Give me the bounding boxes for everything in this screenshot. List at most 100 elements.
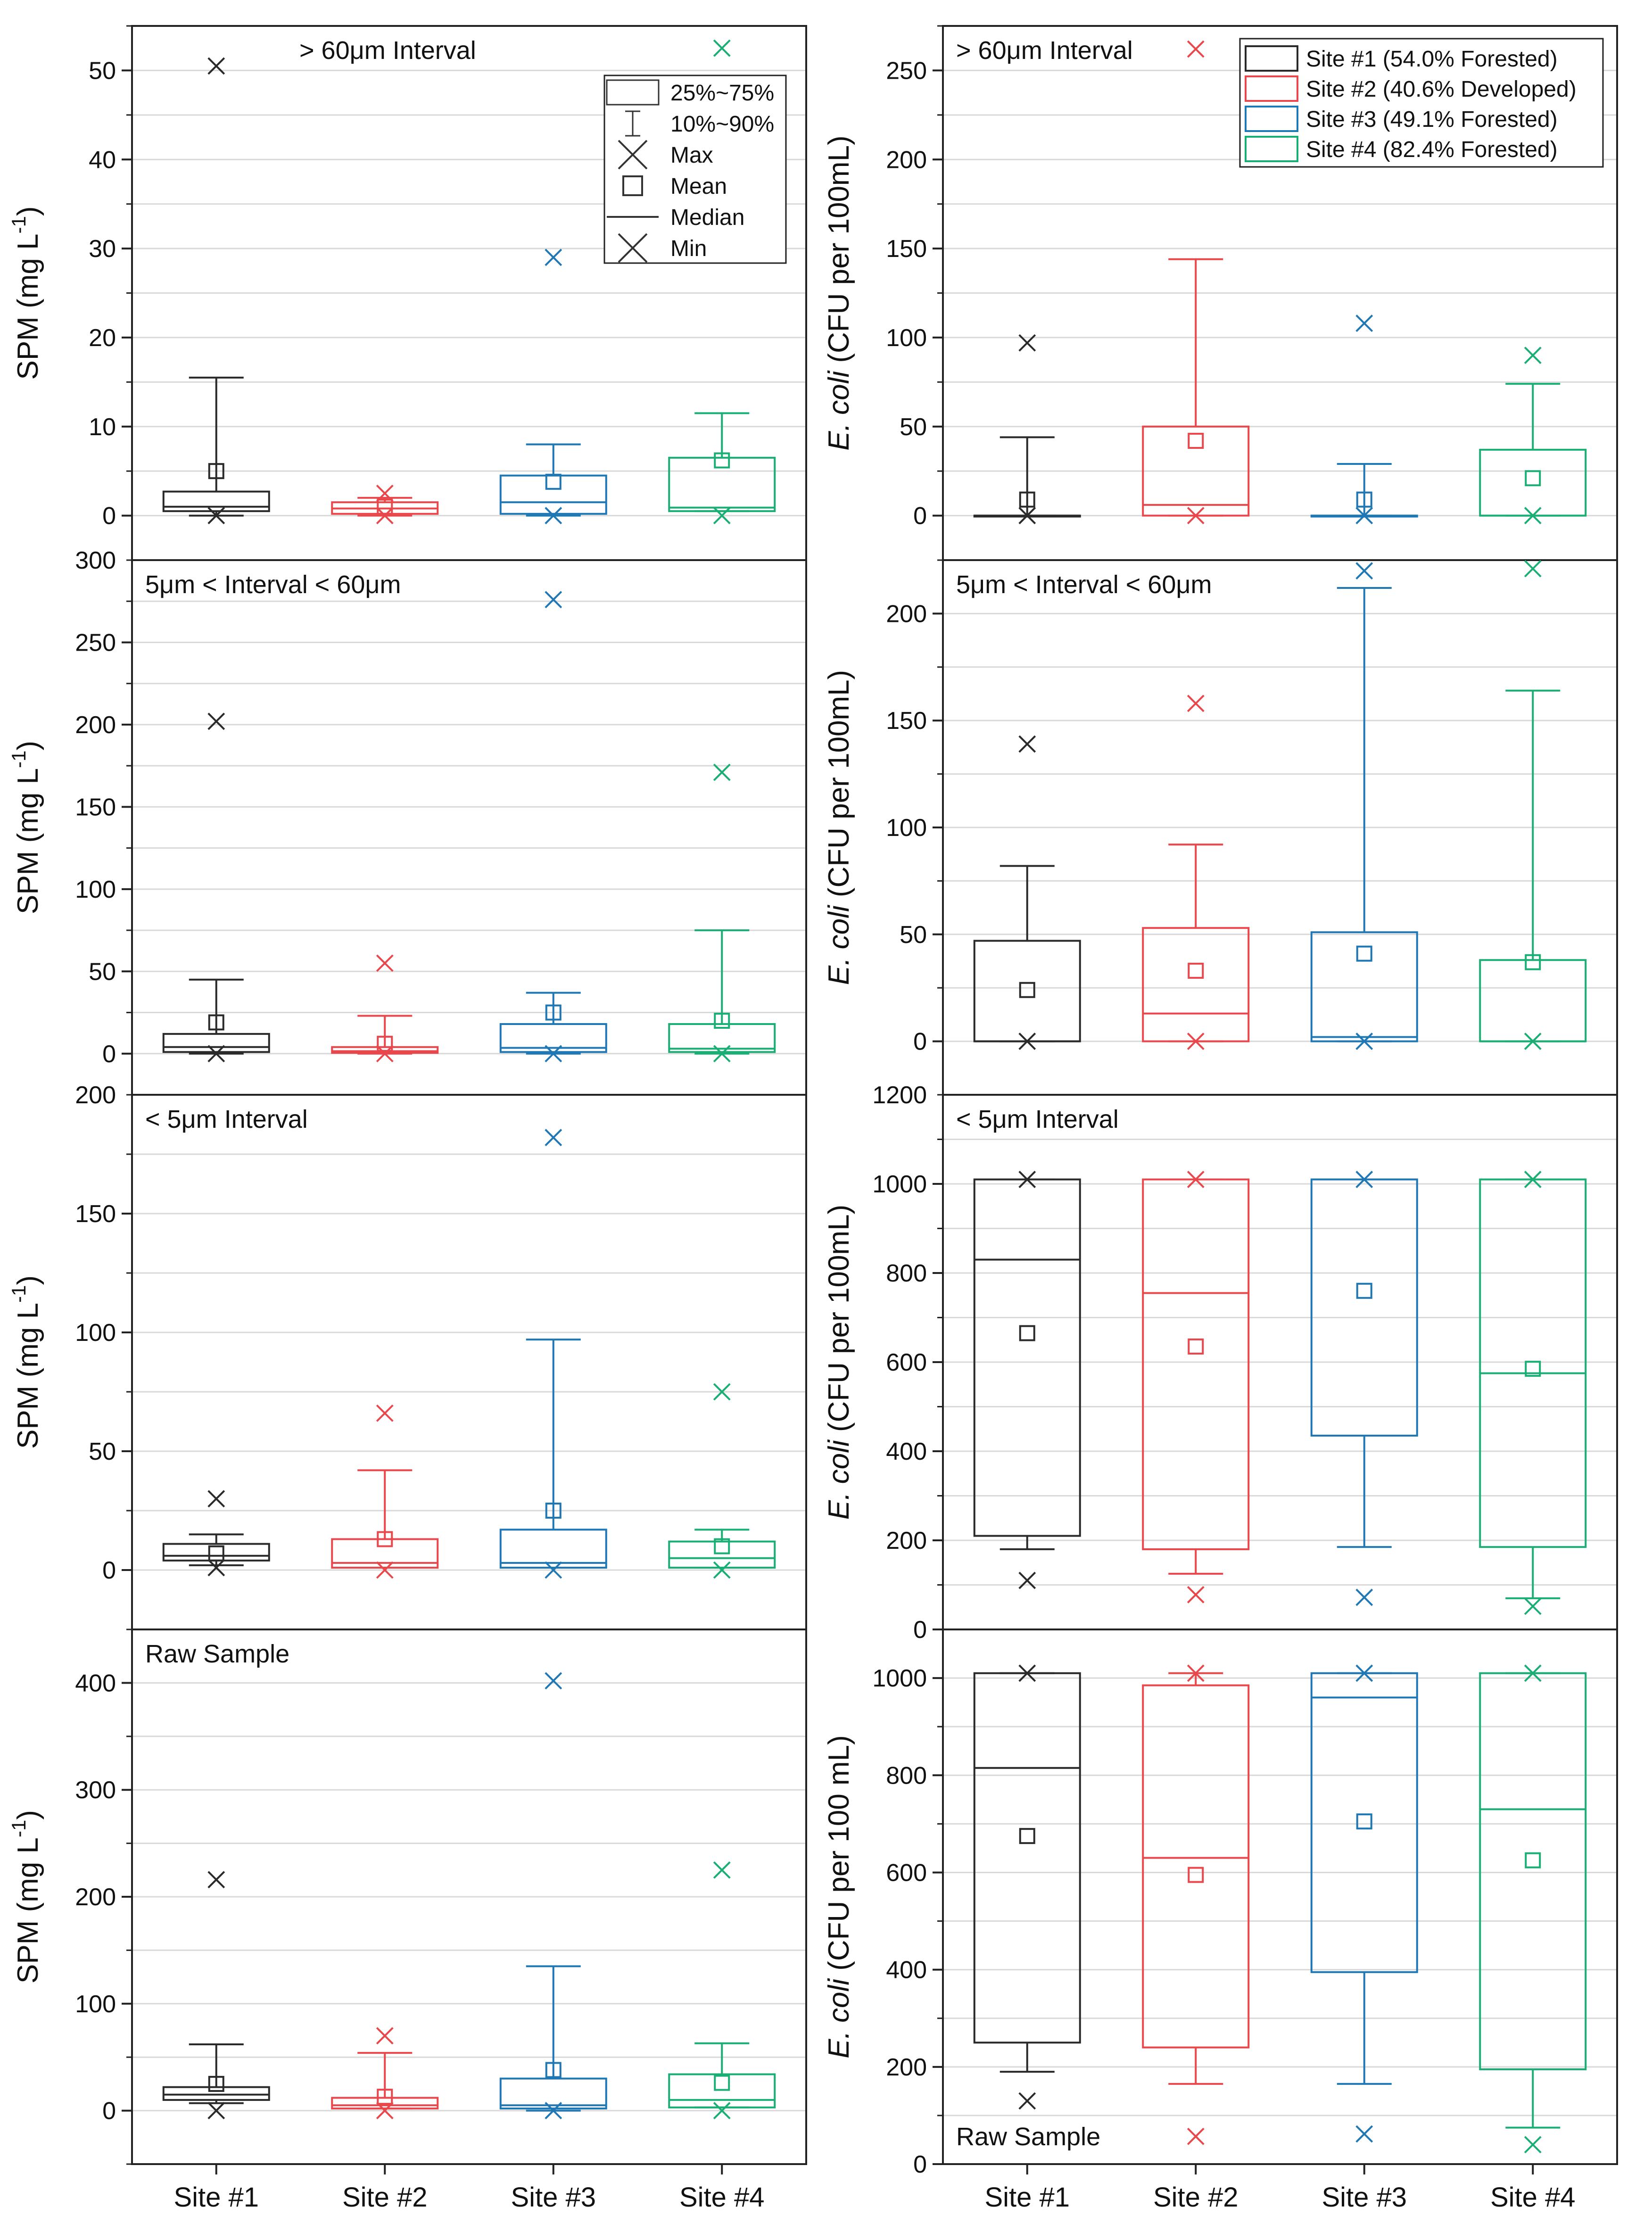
box-site-1	[973, 1171, 1081, 1589]
max-marker-stroke	[713, 1861, 731, 1879]
max-marker-stroke	[376, 2027, 394, 2045]
iqr-box	[973, 1178, 1081, 1537]
max-marker	[207, 712, 225, 730]
mean-marker	[714, 2075, 730, 2091]
y-axis-label-sup: -1	[8, 1820, 30, 1837]
legend-stats-frame	[603, 74, 787, 264]
y-axis-label-prefix: SPM (mg L	[12, 1303, 44, 1449]
y-tick-label: 150	[75, 1200, 116, 1228]
iqr-box	[1142, 927, 1250, 1042]
box-site-3	[499, 591, 607, 1063]
mean-marker	[208, 463, 224, 479]
y-tick-label: 200	[75, 711, 116, 739]
min-marker	[207, 1045, 225, 1063]
min-marker	[1018, 2092, 1036, 2110]
legend-stats-label: 25%~75%	[670, 81, 774, 106]
iqr-box	[331, 1538, 439, 1569]
max-marker-stroke	[713, 39, 731, 57]
min-marker-stroke	[545, 1561, 562, 1579]
max-marker	[713, 39, 731, 57]
site-swatch-icon	[1245, 75, 1298, 102]
min-marker-stroke	[376, 1561, 394, 1579]
panel-title: 5μm < Interval < 60μm	[956, 570, 1212, 599]
legend-stats-item: Min	[618, 233, 707, 263]
y-axis-label: E. coli (CFU per 100 mL)	[823, 1735, 855, 2058]
mean-marker	[545, 1004, 562, 1021]
x-tick-label: Site #2	[342, 2182, 428, 2213]
iqr-box	[499, 1529, 607, 1569]
mean-marker	[1019, 491, 1035, 508]
y-tick-label: 250	[886, 57, 927, 84]
legend-stats-label: Min	[670, 236, 707, 261]
y-tick-label: 0	[913, 503, 927, 530]
box-site-4	[1479, 347, 1587, 524]
legend-sites-item: Site #2 (40.6% Developed)	[1245, 75, 1577, 102]
max-marker-stroke	[1355, 562, 1373, 580]
legend-stats-item: 25%~75%	[606, 79, 774, 106]
min-marker	[545, 1561, 562, 1579]
plot-frame	[131, 1094, 807, 1630]
legend-sites-label: Site #3 (49.1% Forested)	[1306, 107, 1558, 132]
min-marker-stroke	[207, 2102, 225, 2120]
y-axis-label: SPM (mg L-1)	[8, 741, 44, 914]
max-marker	[376, 2027, 394, 2045]
box-site-4	[668, 763, 776, 1063]
mean-marker	[1525, 470, 1541, 487]
min-marker-stroke	[1187, 507, 1205, 524]
panel-title: Raw Sample	[956, 2123, 1100, 2151]
iqr-box	[668, 456, 776, 513]
x-tick-label: Site #3	[511, 2182, 596, 2213]
box-site-2	[331, 484, 439, 524]
box-legend-icon	[606, 79, 660, 106]
max-marker	[1018, 1664, 1036, 1682]
max-marker	[1524, 1171, 1542, 1188]
panel-title: < 5μm Interval	[145, 1105, 308, 1133]
iqr-box	[1310, 1178, 1418, 1437]
iqr-box	[1142, 1684, 1250, 2049]
mean-marker	[1188, 432, 1204, 449]
y-tick-label: 150	[886, 707, 927, 735]
y-axis-label-italic: E. coli	[823, 370, 855, 451]
min-marker-stroke	[713, 1561, 731, 1579]
panel-title: < 5μm Interval	[956, 1105, 1119, 1133]
min-marker	[1187, 2127, 1205, 2145]
y-tick-label: 300	[75, 1777, 116, 1804]
mean-marker	[714, 452, 730, 469]
mean-marker	[1525, 954, 1541, 970]
iqr-box	[1479, 1672, 1587, 2070]
min-marker-stroke	[1187, 2127, 1205, 2145]
min-marker	[1524, 2136, 1542, 2154]
max-marker-stroke	[545, 591, 562, 609]
y-tick-label: 0	[102, 1041, 116, 1068]
mean-marker	[208, 1014, 224, 1031]
max-marker-stroke	[207, 1871, 225, 1889]
y-tick-label: 10	[89, 413, 116, 441]
panel-3: 0 50 100 150 200 250 300 SPM (mg L-1) 5μm < Inte…	[8, 547, 807, 1096]
y-top-tick-label: 1200	[872, 1082, 927, 1109]
min-marker	[1018, 507, 1036, 524]
max-marker-stroke	[1187, 1664, 1205, 1682]
iqr-box	[1310, 931, 1418, 1042]
site-swatch-icon	[1245, 136, 1298, 162]
y-axis-label-prefix: SPM (mg L	[12, 233, 44, 380]
panel-2: 0 50 100 150 200 250 E. coli (CFU per 100mL) > …	[823, 25, 1618, 561]
min-marker	[1187, 1033, 1205, 1050]
max-marker-stroke	[545, 1129, 562, 1147]
site-swatch-icon	[1245, 106, 1298, 132]
iqr-box	[1310, 1672, 1418, 1973]
max-marker	[713, 763, 731, 781]
legend-sites-label: Site #2 (40.6% Developed)	[1306, 77, 1577, 102]
panel-title: > 60μm Interval	[956, 36, 1133, 65]
box-site-2	[331, 2027, 439, 2120]
y-tick-label: 250	[75, 629, 116, 656]
max-marker-stroke	[207, 57, 225, 75]
max-marker-stroke	[207, 1490, 225, 1508]
y-axis-label-suffix: )	[12, 206, 44, 216]
min-marker	[713, 1561, 731, 1579]
legend-stats-label: Median	[670, 205, 744, 230]
mean-marker	[377, 2089, 393, 2105]
max-marker	[376, 1404, 394, 1422]
y-tick-label: 0	[913, 2151, 927, 2178]
x-legend-icon	[618, 140, 648, 170]
max-marker-stroke	[1355, 1664, 1373, 1682]
